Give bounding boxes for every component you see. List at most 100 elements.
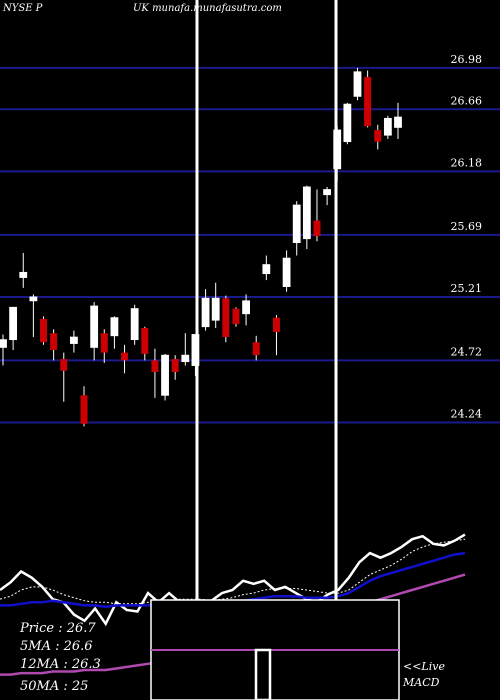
candle [191,334,200,376]
candle-body-up [394,116,402,128]
price-tick-label: 25.21 [451,282,483,295]
candle [394,102,402,140]
price-axis-ticks: 26.98 26.66 26.18 25.69 25.21 24.72 24.24 [451,53,483,421]
candle [302,185,311,250]
macd-series-macd-hist [0,533,466,627]
candle-body-down [60,359,68,371]
candle-body-down [313,220,321,237]
price-tick-label: 26.98 [451,53,483,66]
ma5-readout: 5MA : 26.6 [20,639,93,654]
candle-body-down [222,298,230,338]
candle-body-down [100,333,108,353]
candle-body-up [191,334,200,366]
candle-body-down [80,395,88,424]
candle-body-up [181,354,190,363]
candle-body-down [40,318,48,343]
candle [161,353,169,401]
ma50-readout: 50MA : 25 [20,679,88,694]
candle [151,348,159,398]
candle-body-up [130,308,139,341]
candle-body-up [383,117,392,136]
candle [40,316,48,345]
ma12-readout: 12MA : 26.3 [20,657,101,672]
candle [383,115,392,140]
candle-body-up [292,204,301,243]
macd-label-line1: <<Live [403,660,445,673]
macd-series-macd-signal [0,538,466,605]
candle [80,386,88,427]
candle [201,289,210,331]
candle-body-up [19,271,28,278]
candle [353,67,362,101]
candle-body-up [161,354,169,396]
site-label: UK munafa.munafasutra.com [133,3,282,14]
candle-body-up [211,297,220,321]
candle-body-down [364,76,372,127]
candle-body-up [0,339,7,348]
candle-body-down [151,360,159,372]
candle [50,329,58,361]
candle-body-up [343,103,352,143]
candle [100,329,108,363]
candle [323,186,332,206]
candle-body-up [69,336,78,344]
candle [292,201,301,256]
candle-body-up [282,257,291,287]
candle [19,252,28,288]
candle-body-up [29,296,38,302]
candle-body-up [353,71,362,97]
candle [242,294,250,326]
candle [181,333,190,366]
candle [232,307,240,327]
candle [374,124,382,150]
candle [262,255,271,281]
candle-body-down [272,317,280,332]
candle-body-down [171,359,179,372]
price-tick-label: 24.72 [451,345,483,358]
candle [343,102,352,145]
candle-body-down [50,333,58,350]
candle [252,335,260,361]
candle [60,352,68,402]
price-tick-label: 24.24 [451,407,483,420]
candle [9,306,18,350]
candle-body-down [121,352,129,361]
candle [272,315,280,356]
candle [141,326,149,361]
candle-body-up [90,305,99,348]
info-box [150,599,400,700]
candle [313,189,321,242]
macd-label-line2: MACD [402,676,440,689]
candle [211,282,220,328]
candle [121,344,129,374]
candle-body-up [302,186,311,240]
candle-body-down [374,130,382,142]
candle-body-up [242,300,250,315]
candle-body-up [110,317,119,337]
candle-body-up [9,306,18,341]
candle [29,294,38,338]
candle [69,330,78,353]
price-tick-label: 26.18 [451,156,483,169]
candle-body-down [252,342,260,356]
price-readout: Price : 26.7 [19,621,96,636]
candle [171,355,179,380]
price-tick-label: 26.66 [451,94,483,107]
overlay-lines [195,0,338,700]
candle [90,302,99,361]
candle [364,70,372,128]
candle [130,304,139,345]
candle [110,316,119,349]
candle [0,334,7,366]
candle-body-up [323,189,332,196]
candle [222,295,230,343]
candle-body-down [141,328,149,354]
candle [282,250,291,292]
price-tick-label: 25.69 [451,220,483,233]
candle-body-up [262,264,271,275]
info-box-bar [254,648,272,700]
ticker-label: NYSE P [2,3,43,14]
candle-body-up [201,297,210,328]
